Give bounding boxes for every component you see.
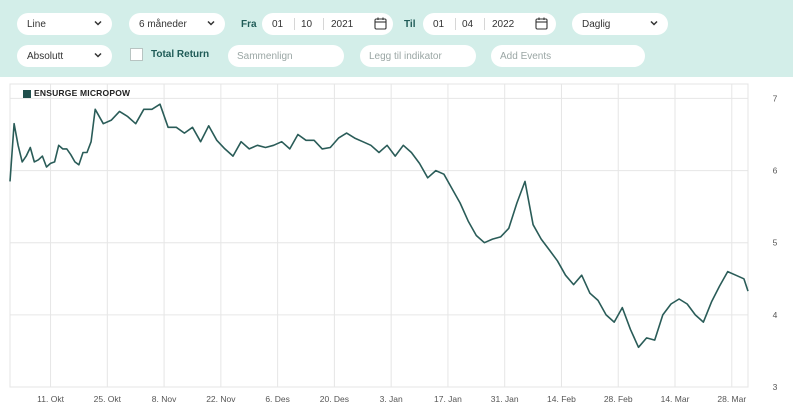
from-month[interactable]: 10 [301,19,313,30]
date-separator [484,18,485,30]
date-separator [294,18,295,30]
indicator-placeholder: Legg til indikator [369,50,442,62]
events-placeholder: Add Events [500,50,552,62]
price-chart: 7 6 5 4 3 11. Okt 25. Okt 8. Nov 22. Nov 6. Des 20… [9,83,778,404]
scale-value: Absolutt [27,50,64,62]
total-return-label[interactable]: Total Return [151,49,210,60]
x-tick-label: 14. Feb [547,394,576,404]
from-label: Fra [241,19,257,30]
period-value: 6 måneder [139,18,187,30]
from-date-field[interactable]: 01 10 2021 [262,13,393,35]
to-year[interactable]: 2022 [492,19,515,30]
to-month[interactable]: 04 [462,19,474,30]
compare-placeholder: Sammenlign [237,50,293,62]
chart-type-select[interactable]: Line [17,13,112,35]
date-separator [455,18,456,30]
series-line [9,103,749,349]
period-select[interactable]: 6 måneder [129,13,225,35]
chevron-down-icon [94,52,102,58]
chevron-down-icon [650,20,658,26]
indicator-input[interactable]: Legg til indikator [360,45,476,67]
x-tick-label: 28. Mar [717,394,746,404]
calendar-icon[interactable] [535,17,548,30]
x-tick-label: 25. Okt [94,394,122,404]
chevron-down-icon [94,20,102,26]
x-tick-label: 8. Nov [152,394,177,404]
legend-label: ENSURGE MICROPOW [34,88,131,98]
total-return-checkbox[interactable] [130,48,143,61]
x-tick-label: 14. Mar [661,394,690,404]
from-day[interactable]: 01 [272,19,284,30]
from-year[interactable]: 2021 [331,19,354,30]
calendar-icon[interactable] [374,17,387,30]
x-tick-label: 20. Des [320,394,349,404]
x-tick-label: 11. Okt [37,394,64,404]
x-tick-label: 31. Jan [491,394,519,404]
y-tick-label: 6 [773,166,778,176]
legend-swatch [23,90,31,98]
to-label: Til [404,19,416,30]
events-input[interactable]: Add Events [491,45,645,67]
toolbar: Line 6 måneder Fra 01 10 2021 Til 01 04 … [0,0,793,77]
x-tick-label: 28. Feb [604,394,633,404]
y-tick-label: 5 [773,238,778,248]
compare-input[interactable]: Sammenlign [228,45,344,67]
to-day[interactable]: 01 [433,19,445,30]
x-tick-label: 3. Jan [380,394,403,404]
chart-type-value: Line [27,18,46,30]
chevron-down-icon [207,20,215,26]
date-separator [323,18,324,30]
x-tick-label: 22. Nov [206,394,236,404]
y-tick-label: 3 [773,382,778,392]
y-tick-label: 7 [773,93,778,103]
interval-value: Daglig [582,18,611,30]
scale-select[interactable]: Absolutt [17,45,112,67]
plot-frame [9,83,749,388]
interval-select[interactable]: Daglig [572,13,668,35]
x-tick-label: 6. Des [265,394,290,404]
y-tick-label: 4 [773,310,778,320]
x-tick-label: 17. Jan [434,394,462,404]
to-date-field[interactable]: 01 04 2022 [423,13,556,35]
